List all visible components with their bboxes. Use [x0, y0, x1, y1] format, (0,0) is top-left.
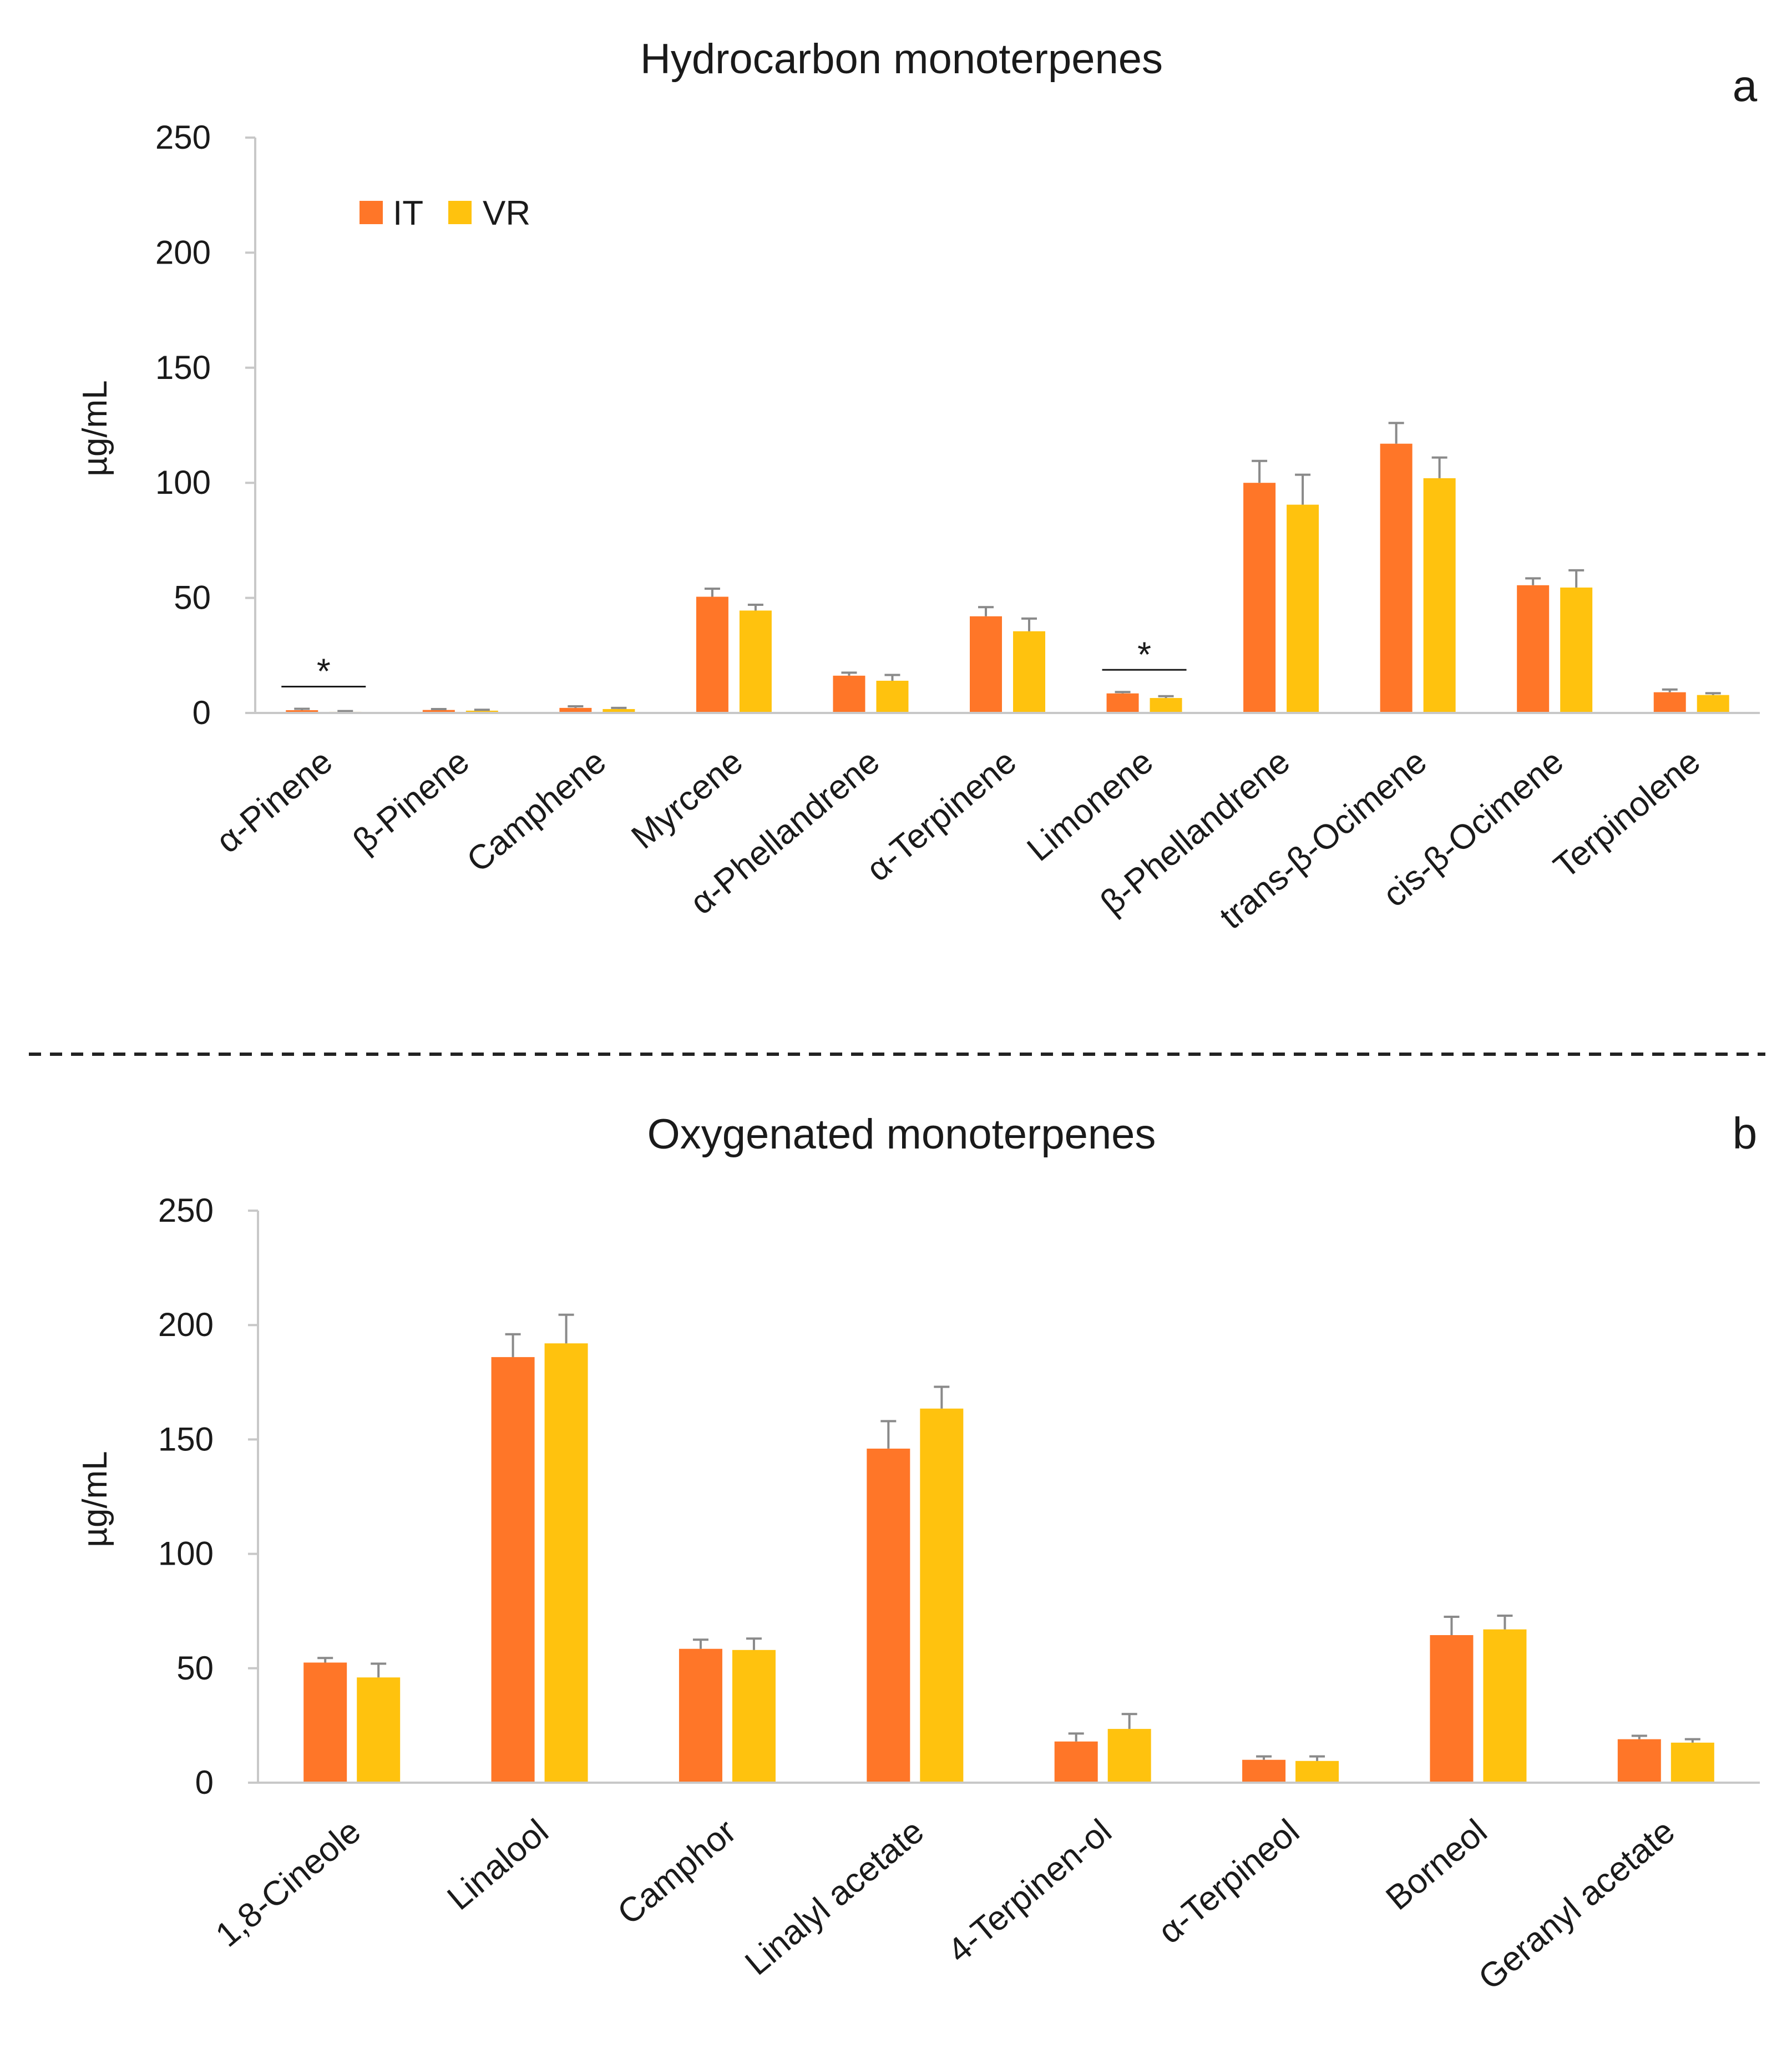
bar-vr-terpinolene [1697, 695, 1729, 713]
bar-it-camphene [559, 707, 592, 713]
panel-a-y-ticks: 0 50 100 150 200 250 [155, 119, 255, 731]
y-tick-label: 0 [193, 694, 211, 731]
bar-vr-trans-ocimene [1423, 478, 1456, 713]
y-tick-label: 0 [195, 1764, 214, 1801]
bar-it-terpinolene [1653, 692, 1686, 713]
bar-vr-cis-ocimene [1560, 587, 1593, 713]
bar-vr-camphor [732, 1650, 776, 1783]
legend-swatch-it [360, 201, 383, 224]
panel-a-title: Hydrocarbon monoterpenes [640, 36, 1163, 83]
category-label-geranyl-acetate: Geranyl acetate [1471, 1812, 1682, 1997]
panel-b-chart: Oxygenated monoterpenes b µg/mL 0 50 100 15… [76, 1109, 1760, 1997]
panel-a-letter: a [1733, 61, 1758, 110]
panel-a-legend: IT VR [360, 194, 530, 232]
bar-it-terpinene [970, 616, 1002, 713]
bar-vr-linalyl-acetate [920, 1408, 964, 1783]
category-label-linalyl-acetate: Linalyl acetate [738, 1812, 931, 1983]
category-label-camphene: Camphene [460, 742, 614, 880]
y-tick-label: 250 [158, 1192, 214, 1229]
bar-it-camphor [679, 1648, 722, 1783]
bar-it-phellandrene [1243, 483, 1276, 713]
category-label-terpineol: α-Terpineol [1151, 1812, 1307, 1951]
bar-vr-camphene [603, 709, 635, 713]
y-tick-label: 250 [155, 119, 211, 156]
bar-vr-phellandrene [876, 680, 909, 713]
category-label-pinene: β-Pinene [346, 742, 476, 861]
panel-b-error-bars [317, 1313, 1700, 1761]
bar-it-trans-ocimene [1380, 443, 1413, 713]
bar-it-borneol [1430, 1635, 1474, 1783]
y-tick-label: 100 [155, 464, 211, 501]
bar-vr-linalool [544, 1343, 588, 1783]
bar-vr-terpinene [1013, 631, 1045, 713]
y-tick-label: 50 [174, 579, 211, 616]
category-label-myrcene: Myrcene [624, 742, 750, 857]
category-label-1-8-cineole: 1,8-Cineole [209, 1812, 368, 1955]
panel-b-y-axis-label: µg/mL [76, 1451, 114, 1547]
category-label-borneol: Borneol [1379, 1812, 1494, 1918]
bar-vr-limonene [1150, 698, 1182, 713]
bar-vr-borneol [1483, 1629, 1527, 1783]
panel-b-y-ticks: 0 50 100 150 200 250 [158, 1192, 258, 1801]
panel-b-bars [303, 1343, 1714, 1783]
significance-star-pinene: * [317, 651, 331, 691]
bar-it-linalyl-acetate [867, 1448, 910, 1783]
bar-vr-geranyl-acetate [1670, 1742, 1714, 1783]
bar-vr-phellandrene [1287, 504, 1319, 713]
panel-b-letter: b [1733, 1109, 1758, 1158]
category-label-camphor: Camphor [610, 1812, 743, 1932]
legend-label-vr: VR [483, 194, 530, 232]
bar-it-1-8-cineole [303, 1662, 347, 1783]
panel-a-chart: Hydrocarbon monoterpenes a µg/mL 0 50 100 1… [76, 36, 1760, 937]
bar-it-myrcene [696, 596, 728, 713]
y-tick-label: 100 [158, 1535, 214, 1572]
bar-vr-myrcene [739, 610, 772, 713]
bar-vr-pinene [465, 710, 498, 713]
legend-label-it: IT [393, 194, 423, 232]
y-tick-label: 200 [155, 234, 211, 271]
panel-a-bars [286, 443, 1729, 713]
y-tick-label: 150 [155, 349, 211, 386]
bar-it-limonene [1106, 693, 1139, 713]
category-label-4-terpinen-ol: 4-Terpinen-ol [940, 1812, 1119, 1970]
legend-swatch-vr [448, 201, 472, 224]
bar-it-terpineol [1242, 1759, 1286, 1783]
bar-it-cis-ocimene [1517, 585, 1550, 713]
category-label-terpinene: α-Terpinene [859, 742, 1024, 889]
category-label-linalool: Linalool [440, 1812, 555, 1918]
y-tick-label: 150 [158, 1420, 214, 1458]
y-tick-label: 200 [158, 1306, 214, 1343]
y-tick-label: 50 [176, 1650, 214, 1687]
category-label-terpinolene: Terpinolene [1547, 742, 1708, 886]
panel-a-y-axis-label: µg/mL [76, 380, 114, 477]
bar-it-linalool [491, 1357, 535, 1783]
panel-a-error-bars [294, 422, 1721, 712]
bar-it-phellandrene [833, 675, 865, 713]
bar-vr-terpineol [1295, 1760, 1339, 1783]
category-label-pinene: α-Pinene [209, 742, 340, 861]
bar-vr-4-terpinen-ol [1107, 1729, 1151, 1783]
significance-star-limonene: * [1137, 634, 1151, 674]
bar-it-4-terpinen-ol [1054, 1741, 1098, 1783]
bar-it-pinene [422, 710, 455, 713]
bar-it-geranyl-acetate [1617, 1739, 1661, 1783]
bar-vr-1-8-cineole [357, 1677, 401, 1783]
panel-a-significance: * * [281, 634, 1187, 691]
category-label-limonene: Limonene [1020, 742, 1161, 869]
bar-it-pinene [286, 710, 318, 713]
panel-b-title: Oxygenated monoterpenes [647, 1111, 1156, 1158]
